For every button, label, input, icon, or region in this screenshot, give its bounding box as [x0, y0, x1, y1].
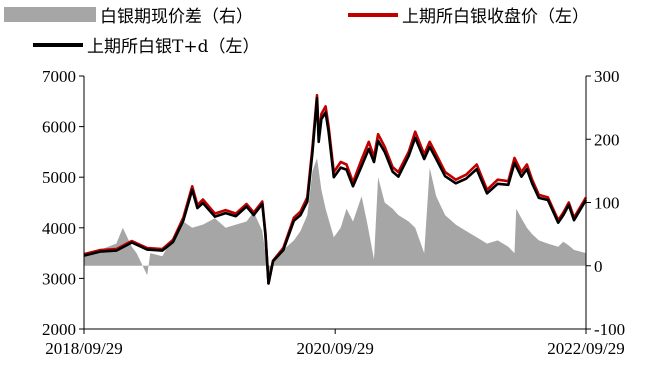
- right-tick-label: 0: [594, 257, 603, 276]
- spread-area-series: [84, 158, 586, 276]
- left-tick-label: 7000: [42, 67, 76, 86]
- axes-layer: 2000 3000 4000 5000 6000 7000 -100 0 100 200 300 20…: [42, 67, 625, 358]
- x-tick-label: 2020/09/29: [296, 339, 373, 358]
- price-lines-layer: [83, 93, 588, 285]
- right-tick-label: 300: [594, 67, 620, 86]
- right-tick-label: 100: [594, 194, 620, 213]
- left-tick-label: 2000: [42, 320, 76, 339]
- x-tick-label: 2018/09/29: [45, 339, 122, 358]
- legend-item-tplusd: 上期所白银T+d（左）: [33, 32, 259, 57]
- legend-label-spread: 白银期现价差（右）: [100, 7, 253, 27]
- tplusd-price-line: [83, 97, 588, 285]
- legend-item-spread: 白银期现价差（右）: [4, 2, 253, 27]
- left-tick-label: 5000: [42, 168, 76, 187]
- legend-swatch-black-line: [33, 42, 83, 47]
- legend-swatch-area: [4, 7, 96, 22]
- legend-label-tplusd: 上期所白银T+d（左）: [87, 37, 260, 57]
- right-tick-label: -100: [594, 320, 625, 339]
- legend-label-close: 上期所白银收盘价（左）: [402, 7, 589, 27]
- spread-area-layer: [84, 158, 586, 276]
- legend-item-close: 上期所白银收盘价（左）: [348, 2, 589, 27]
- legend-swatch-red-line: [348, 12, 398, 17]
- left-tick-label: 6000: [42, 118, 76, 137]
- x-tick-label: 2022/09/29: [547, 339, 624, 358]
- left-tick-label: 4000: [42, 219, 76, 238]
- left-tick-label: 3000: [42, 269, 76, 288]
- right-tick-label: 200: [594, 130, 620, 149]
